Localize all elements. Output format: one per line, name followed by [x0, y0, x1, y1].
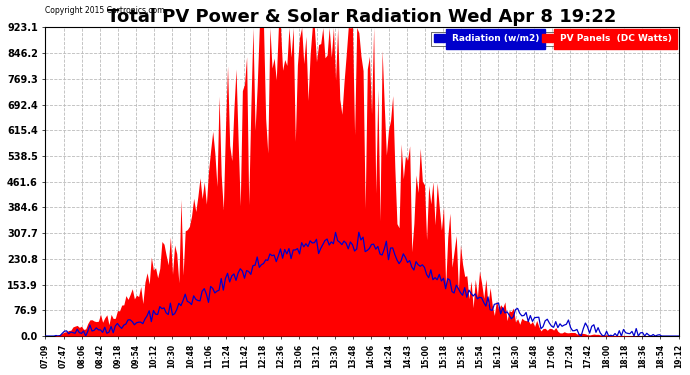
Title: Total PV Power & Solar Radiation Wed Apr 8 19:22: Total PV Power & Solar Radiation Wed Apr… — [108, 8, 617, 26]
Text: Copyright 2015 Cartronics.com: Copyright 2015 Cartronics.com — [46, 6, 165, 15]
Legend: Radiation (w/m2), PV Panels  (DC Watts): Radiation (w/m2), PV Panels (DC Watts) — [431, 32, 674, 45]
